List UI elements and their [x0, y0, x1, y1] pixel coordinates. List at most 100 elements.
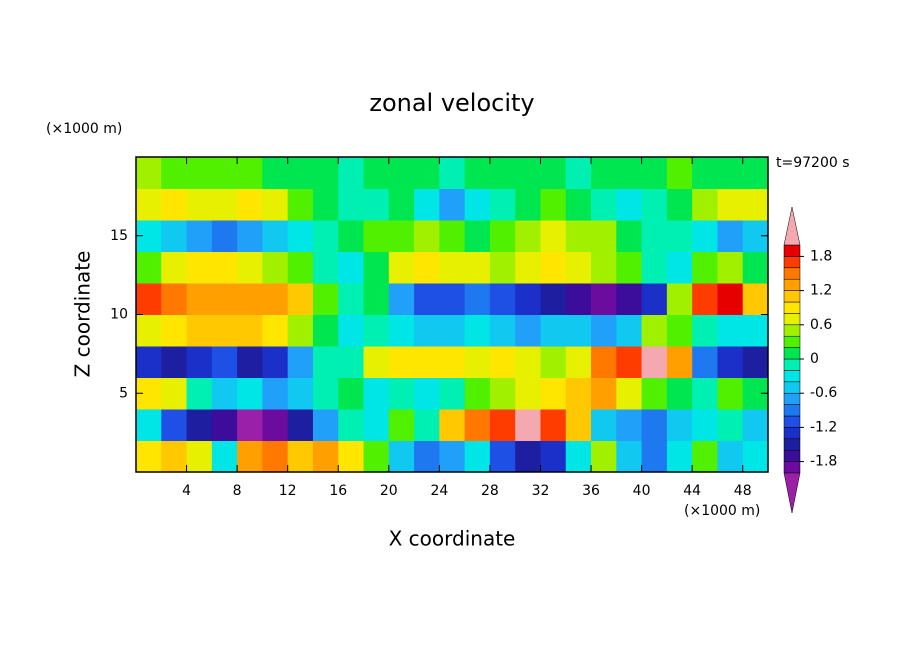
colorbar-box — [783, 313, 801, 326]
colorbar-box — [783, 461, 801, 474]
field-cell — [338, 346, 365, 378]
field-cell — [388, 314, 415, 347]
field-cell — [363, 409, 390, 441]
field-cell — [363, 220, 390, 252]
field-cell — [565, 314, 592, 347]
field-cell — [312, 157, 339, 189]
field-cell — [666, 409, 693, 441]
field-cell — [489, 220, 516, 252]
field-cell — [262, 346, 289, 378]
field-cell — [717, 283, 744, 315]
field-cell — [591, 188, 617, 221]
colorbar-tick-label: -1.2 — [810, 419, 837, 435]
field-cell — [161, 251, 188, 284]
field-cell — [616, 377, 643, 410]
field-cell — [666, 220, 693, 252]
field-cell — [591, 157, 617, 189]
field-cell — [287, 220, 314, 252]
field-cell — [136, 346, 162, 378]
field-cell — [237, 440, 263, 473]
field-cell — [515, 251, 541, 284]
field-cell — [565, 283, 592, 315]
field-cell — [489, 283, 516, 315]
x-tick-label: 36 — [582, 483, 600, 499]
x-tick-label: 8 — [233, 483, 242, 499]
field-cell — [540, 188, 567, 221]
field-cell — [641, 377, 668, 410]
field-cell — [414, 251, 440, 284]
field-cell — [363, 157, 390, 189]
field-cell — [742, 314, 769, 347]
field-cell — [287, 251, 314, 284]
field-cell — [742, 283, 769, 315]
colorbar-box — [783, 358, 801, 371]
field-cell — [287, 440, 314, 473]
field-cell — [363, 251, 390, 284]
field-cell — [489, 377, 516, 410]
field-cell — [312, 251, 339, 284]
x-unit: (×1000 m) — [684, 503, 760, 519]
colorbar-tick-label: 0 — [810, 351, 819, 367]
field-cell — [186, 409, 213, 441]
colorbar-tick-label: 1.8 — [810, 248, 832, 264]
field-cell — [262, 314, 289, 347]
field-cell — [161, 440, 188, 473]
field-cell — [666, 157, 693, 189]
colorbar-box — [783, 392, 801, 405]
field-cell — [439, 314, 466, 347]
field-cell — [161, 409, 188, 441]
field-cell — [591, 251, 617, 284]
field-cell — [161, 346, 188, 378]
field-cell — [717, 157, 744, 189]
field-cell — [692, 346, 718, 378]
field-cell — [363, 346, 390, 378]
field-cell — [540, 346, 567, 378]
field-cell — [136, 157, 162, 189]
field-cell — [616, 188, 643, 221]
colorbar-box — [783, 335, 801, 348]
field-cell — [186, 157, 213, 189]
field-cell — [287, 409, 314, 441]
field-cell — [717, 220, 744, 252]
field-cell — [312, 377, 339, 410]
field — [136, 157, 769, 473]
colorbar-box — [783, 301, 801, 314]
field-cell — [338, 440, 365, 473]
field-cell — [211, 377, 238, 410]
colorbar-box — [783, 427, 801, 440]
field-cell — [464, 251, 491, 284]
field-cell — [489, 409, 516, 441]
field-cell — [211, 283, 238, 315]
field-cell — [515, 377, 541, 410]
field-cell — [414, 314, 440, 347]
field-cell — [616, 251, 643, 284]
field-cell — [464, 314, 491, 347]
field-cell — [287, 188, 314, 221]
field-cell — [641, 314, 668, 347]
field-cell — [312, 283, 339, 315]
field-cell — [565, 251, 592, 284]
x-tick-label: 16 — [329, 483, 347, 499]
field-cell — [540, 283, 567, 315]
field-cell — [136, 409, 162, 441]
field-cell — [540, 314, 567, 347]
field-cell — [591, 409, 617, 441]
field-cell — [388, 220, 415, 252]
field-cell — [565, 377, 592, 410]
field-cell — [464, 346, 491, 378]
field-cell — [591, 220, 617, 252]
field-cell — [136, 314, 162, 347]
colorbar-box — [783, 278, 801, 291]
field-cell — [312, 440, 339, 473]
field-cell — [565, 220, 592, 252]
field-cell — [186, 188, 213, 221]
field-cell — [287, 314, 314, 347]
x-tick-label: 40 — [633, 483, 651, 499]
field-cell — [161, 314, 188, 347]
field-cell — [666, 283, 693, 315]
field-cell — [616, 283, 643, 315]
x-tick-label: 48 — [734, 483, 752, 499]
field-cell — [464, 440, 491, 473]
field-cell — [312, 409, 339, 441]
field-cell — [161, 220, 188, 252]
